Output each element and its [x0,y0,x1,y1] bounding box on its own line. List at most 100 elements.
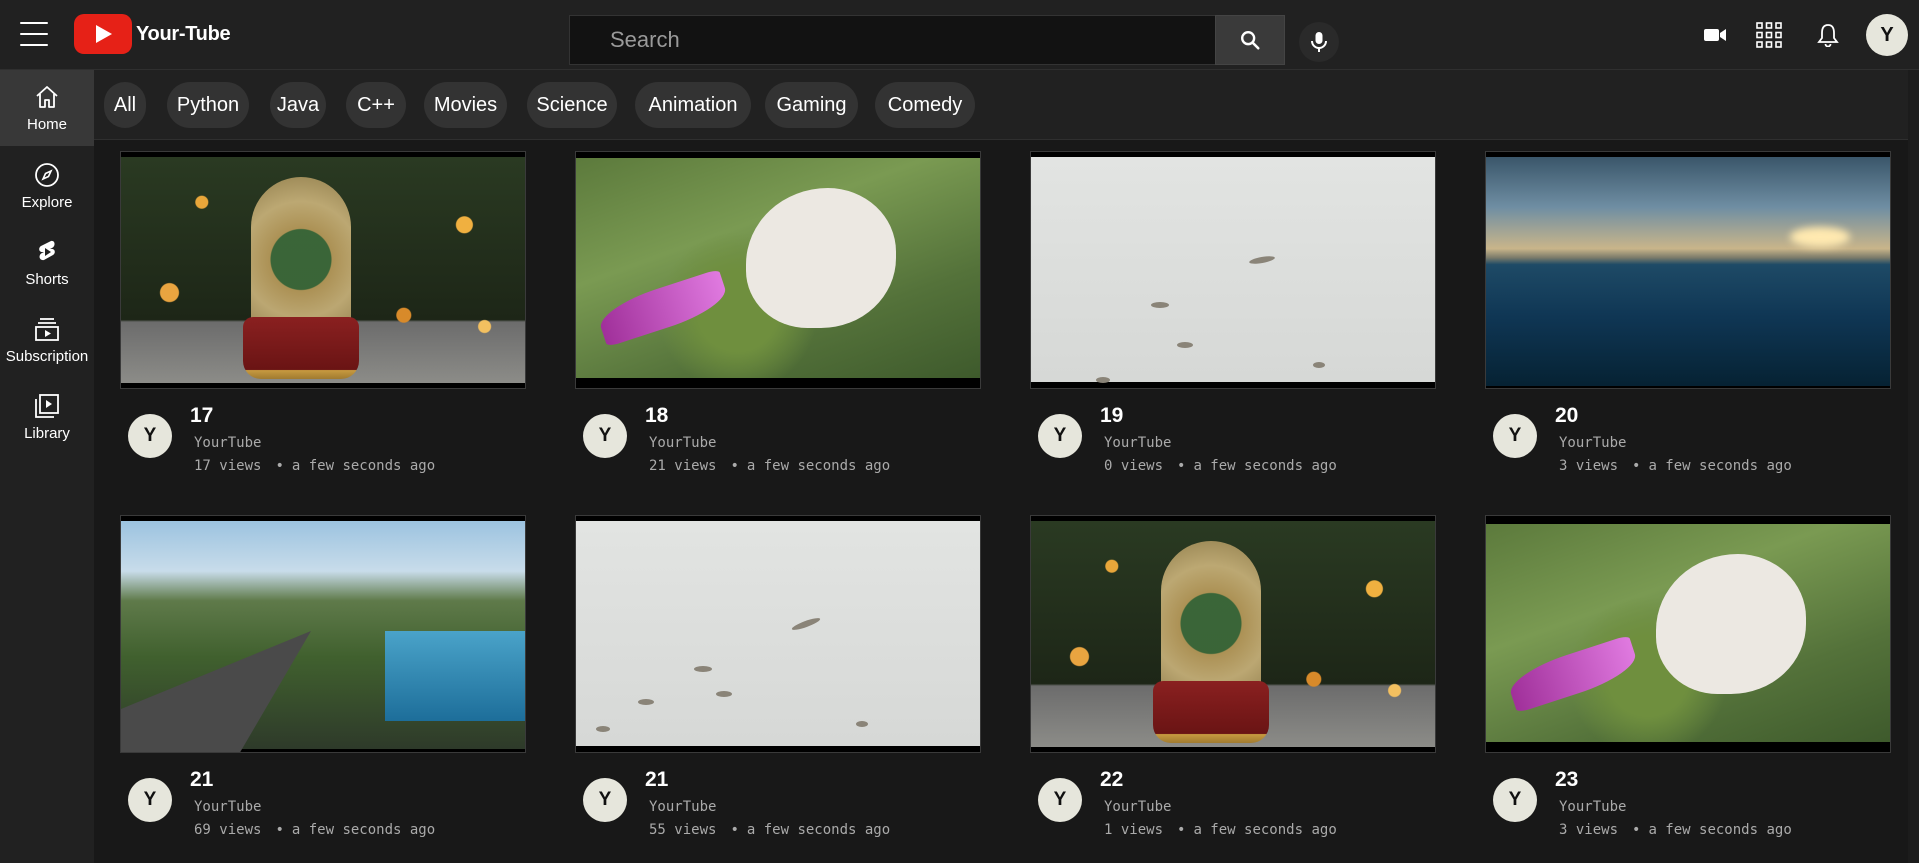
video-thumbnail[interactable] [575,515,981,753]
view-count: 69 views [194,822,262,838]
channel-avatar[interactable]: Y [1493,778,1537,822]
chip-cpp[interactable]: C++ [346,82,406,128]
subscription-icon [35,317,59,341]
video-meta: 55 views • a few seconds ago [649,822,891,838]
video-title[interactable]: 19 [1100,404,1124,427]
coastal-road-image [121,521,525,752]
upload-time: a few seconds ago [1193,458,1337,474]
library-icon [35,393,59,418]
channel-avatar[interactable]: Y [1038,778,1082,822]
view-count: 17 views [194,458,262,474]
search-icon [1241,31,1260,50]
sidebar-item-label: Home [26,115,67,133]
channel-avatar[interactable]: Y [128,778,172,822]
upload-time: a few seconds ago [1648,822,1792,838]
video-title[interactable]: 21 [190,768,214,791]
chip-all[interactable]: All [104,82,146,128]
sidebar-item-explore[interactable]: Explore [0,148,94,224]
view-count: 55 views [649,822,717,838]
channel-avatar[interactable]: Y [128,414,172,458]
sidebar-item-subscription[interactable]: Subscription [0,302,94,378]
notifications-button[interactable] [1813,20,1843,50]
channel-name[interactable]: YourTube [1559,799,1627,815]
channel-name[interactable]: YourTube [194,799,262,815]
top-header: Your-Tube [0,0,1919,70]
video-meta: 1 views • a few seconds ago [1104,822,1337,838]
channel-name[interactable]: YourTube [649,435,717,451]
user-avatar[interactable]: Y [1866,14,1908,56]
chip-science[interactable]: Science [527,82,617,128]
channel-name[interactable]: YourTube [1104,435,1172,451]
create-video-button[interactable] [1700,20,1730,50]
sidebar: Home Explore Shorts Subscription Library [0,70,94,863]
channel-avatar[interactable]: Y [1038,414,1082,458]
chip-comedy[interactable]: Comedy [875,82,975,128]
search-input[interactable] [569,15,1215,65]
home-icon [36,85,58,108]
search-button[interactable] [1215,15,1285,65]
channel-name[interactable]: YourTube [649,799,717,815]
apps-button[interactable] [1754,20,1784,50]
video-meta: 17 views • a few seconds ago [194,458,436,474]
sidebar-item-library[interactable]: Library [0,379,94,455]
view-count: 3 views [1559,822,1619,838]
channel-name[interactable]: YourTube [1559,435,1627,451]
video-meta: 3 views • a few seconds ago [1559,458,1792,474]
chip-animation[interactable]: Animation [635,82,751,128]
channel-name[interactable]: YourTube [194,435,262,451]
video-thumbnail[interactable] [120,151,526,389]
sidebar-item-label: Shorts [25,270,69,288]
upload-time: a few seconds ago [746,458,891,474]
video-title[interactable]: 20 [1555,404,1579,427]
logo-text: Your-Tube [136,22,231,45]
mic-button[interactable] [1299,22,1339,62]
chip-gaming[interactable]: Gaming [765,82,858,128]
category-chips: All Python Java C++ Movies Science Anima… [94,70,1919,140]
video-title[interactable]: 17 [190,404,214,427]
chip-movies[interactable]: Movies [424,82,507,128]
video-title[interactable]: 21 [645,768,669,791]
play-logo-icon [74,14,132,54]
scrollbar[interactable] [1908,70,1919,863]
sidebar-item-home[interactable]: Home [0,70,94,146]
chip-java[interactable]: Java [270,82,326,128]
video-title[interactable]: 23 [1555,768,1579,791]
sidebar-item-label: Library [24,424,70,442]
video-thumbnail[interactable] [1030,515,1436,753]
menu-icon[interactable] [20,22,48,46]
view-count: 21 views [649,458,717,474]
chip-python[interactable]: Python [167,82,249,128]
sidebar-item-label: Subscription [5,347,89,365]
birds-image [1031,157,1435,383]
video-thumbnail[interactable] [120,515,526,753]
video-camera-icon [1704,29,1726,41]
sea-image [1486,157,1890,386]
upload-time: a few seconds ago [291,822,436,838]
video-title[interactable]: 22 [1100,768,1124,791]
compass-icon [35,162,59,187]
video-meta: 21 views • a few seconds ago [649,458,891,474]
sidebar-item-shorts[interactable]: Shorts [0,225,94,301]
logo[interactable]: Your-Tube [74,14,231,54]
channel-avatar[interactable]: Y [1493,414,1537,458]
video-thumbnail[interactable] [575,151,981,389]
video-thumbnail[interactable] [1485,151,1891,389]
video-meta: 69 views • a few seconds ago [194,822,436,838]
channel-avatar[interactable]: Y [583,414,627,458]
view-count: 0 views [1104,458,1164,474]
channel-name[interactable]: YourTube [1104,799,1172,815]
bell-icon [1817,24,1839,47]
channel-avatar[interactable]: Y [583,778,627,822]
mic-icon [1311,32,1327,52]
video-title[interactable]: 18 [645,404,669,427]
birds-image [576,521,980,746]
search-bar [569,15,1285,65]
sidebar-item-label: Explore [21,193,73,211]
snow-globe-image [121,157,525,383]
upload-time: a few seconds ago [291,458,436,474]
shorts-icon [39,240,55,260]
bunny-image [576,158,980,378]
view-count: 1 views [1104,822,1164,838]
video-thumbnail[interactable] [1030,151,1436,389]
video-thumbnail[interactable] [1485,515,1891,753]
